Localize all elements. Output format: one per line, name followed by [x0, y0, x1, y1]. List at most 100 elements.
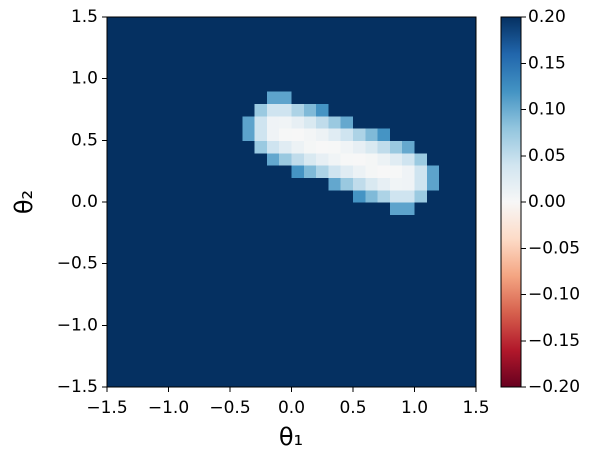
heatmap-cell: [217, 313, 231, 326]
heatmap-cell: [451, 325, 465, 339]
heatmap-cell: [426, 313, 440, 326]
heatmap-cell: [377, 152, 391, 166]
heatmap-cell: [119, 288, 133, 302]
heatmap-cell: [180, 140, 194, 154]
heatmap-cell: [143, 226, 157, 240]
heatmap-cell: [143, 189, 157, 203]
heatmap-cell: [402, 78, 416, 92]
heatmap-cell: [316, 350, 329, 363]
heatmap-cell: [377, 362, 391, 376]
colorbar-tick-label: 0.15: [528, 53, 566, 73]
heatmap-cell: [156, 325, 170, 339]
x-tick-label: 0.5: [339, 398, 366, 418]
heatmap-cell: [402, 374, 416, 388]
heatmap-cell: [242, 202, 256, 215]
heatmap-cell: [291, 337, 305, 351]
heatmap-cell: [439, 29, 452, 43]
heatmap-cell: [426, 362, 440, 376]
heatmap-cell: [365, 300, 379, 314]
heatmap-cell: [180, 362, 194, 376]
heatmap-cell: [156, 177, 170, 191]
heatmap-cell: [193, 288, 206, 302]
heatmap-cell: [463, 91, 477, 104]
heatmap-cell: [463, 251, 477, 265]
heatmap-cell: [291, 263, 305, 277]
heatmap-cell: [254, 202, 268, 215]
heatmap-cell: [365, 214, 379, 228]
heatmap-cell: [143, 177, 157, 191]
heatmap-cell: [340, 128, 354, 141]
heatmap-cell: [316, 276, 329, 289]
heatmap-cell: [451, 91, 465, 104]
heatmap-cell: [168, 29, 182, 43]
heatmap-cell: [389, 78, 403, 92]
heatmap-cell: [107, 251, 120, 265]
heatmap-cell: [414, 276, 428, 289]
heatmap-cell: [377, 337, 391, 351]
heatmap-cell: [131, 313, 145, 326]
heatmap-cell: [180, 276, 194, 289]
heatmap-cell: [254, 226, 268, 240]
heatmap-cell: [414, 152, 428, 166]
heatmap-cell: [303, 337, 317, 351]
heatmap-cell: [254, 54, 268, 67]
heatmap-cell: [463, 78, 477, 92]
heatmap-cell: [389, 313, 403, 326]
heatmap-cell: [340, 103, 354, 117]
heatmap-cell: [439, 140, 452, 154]
heatmap-cell: [217, 337, 231, 351]
heatmap-cell: [156, 91, 170, 104]
heatmap-cell: [463, 362, 477, 376]
heatmap-cell: [242, 374, 256, 388]
heatmap-cell: [353, 41, 366, 55]
heatmap-cell: [303, 350, 317, 363]
heatmap-cell: [365, 362, 379, 376]
heatmap-cell: [143, 41, 157, 55]
heatmap-cell: [316, 202, 329, 215]
heatmap-cell: [168, 177, 182, 191]
heatmap-cell: [266, 214, 280, 228]
heatmap-cell: [217, 66, 231, 80]
heatmap-cell: [242, 103, 256, 117]
heatmap-cell: [328, 226, 342, 240]
heatmap-cell: [353, 78, 366, 92]
heatmap-cell: [205, 350, 219, 363]
heatmap-cell: [389, 374, 403, 388]
heatmap-cell: [180, 17, 194, 30]
heatmap-cell: [193, 226, 206, 240]
heatmap-cell: [193, 66, 206, 80]
heatmap-cell: [291, 239, 305, 252]
heatmap-cell: [451, 263, 465, 277]
heatmap-cell: [119, 337, 133, 351]
heatmap-cell: [439, 337, 452, 351]
heatmap-cell: [389, 325, 403, 339]
heatmap-cell: [107, 115, 120, 129]
heatmap-cell: [451, 29, 465, 43]
heatmap-cell: [131, 177, 145, 191]
heatmap-cell: [414, 128, 428, 141]
heatmap-cell: [291, 54, 305, 67]
heatmap-cell: [377, 313, 391, 326]
heatmap-cell: [266, 189, 280, 203]
heatmap-cell: [414, 337, 428, 351]
heatmap-cell: [365, 29, 379, 43]
heatmap-cell: [340, 115, 354, 129]
heatmap-cell: [365, 374, 379, 388]
heatmap-cell: [168, 41, 182, 55]
heatmap-cell: [266, 288, 280, 302]
heatmap-cell: [193, 300, 206, 314]
heatmap-cell: [180, 350, 194, 363]
heatmap-cell: [377, 300, 391, 314]
heatmap-cell: [316, 165, 329, 178]
heatmap-cell: [316, 29, 329, 43]
heatmap-cell: [316, 66, 329, 80]
heatmap-cell: [377, 41, 391, 55]
heatmap-cell: [353, 362, 366, 376]
heatmap-cell: [377, 66, 391, 80]
heatmap-cell: [291, 140, 305, 154]
heatmap-cell: [291, 152, 305, 166]
heatmap-cell: [168, 17, 182, 30]
heatmap-cell: [217, 325, 231, 339]
heatmap-cell: [365, 251, 379, 265]
heatmap-cell: [242, 78, 256, 92]
